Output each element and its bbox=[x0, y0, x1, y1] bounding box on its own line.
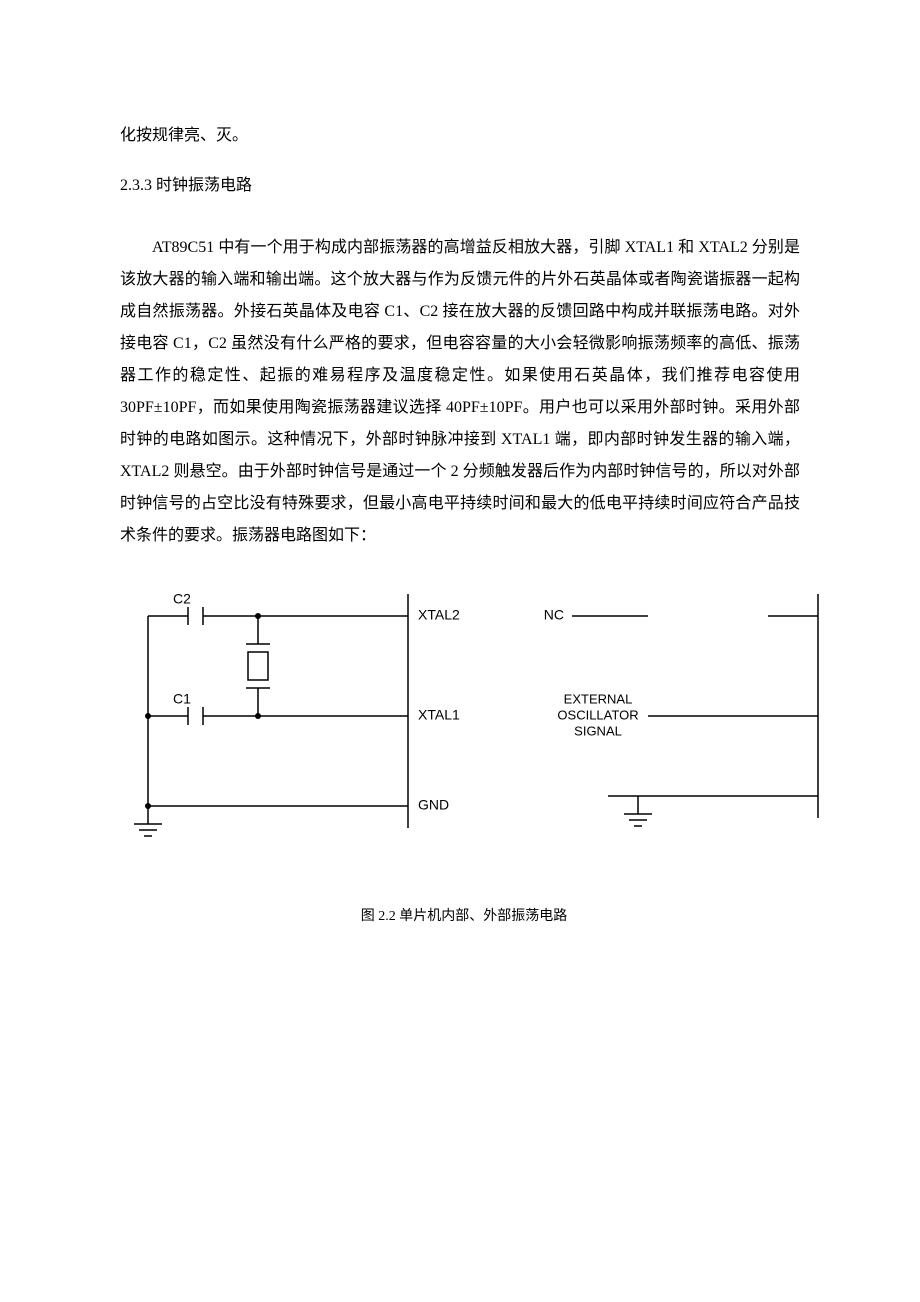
section-heading: 2.3.3 时钟振荡电路 bbox=[120, 170, 800, 202]
oscillator-circuit-diagram: C2XTAL2C1XTAL1GNDNCXTAL2EXTERNALOSCILLAT… bbox=[128, 576, 828, 886]
svg-text:XTAL2: XTAL2 bbox=[418, 607, 460, 623]
figure-caption: 图 2.2 单片机内部、外部振荡电路 bbox=[128, 905, 800, 925]
svg-text:EXTERNAL: EXTERNAL bbox=[564, 691, 633, 706]
svg-text:OSCILLATOR: OSCILLATOR bbox=[557, 707, 638, 722]
figure-container: C2XTAL2C1XTAL1GNDNCXTAL2EXTERNALOSCILLAT… bbox=[128, 576, 800, 925]
svg-text:XTAL1: XTAL1 bbox=[418, 707, 460, 723]
svg-text:C2: C2 bbox=[173, 591, 191, 607]
svg-text:C1: C1 bbox=[173, 691, 191, 707]
fragment-line: 化按规律亮、灭。 bbox=[120, 120, 800, 152]
body-paragraph: AT89C51 中有一个用于构成内部振荡器的高增益反相放大器，引脚 XTAL1 … bbox=[120, 232, 800, 552]
svg-text:NC: NC bbox=[544, 607, 564, 623]
svg-text:GND: GND bbox=[418, 797, 449, 813]
svg-text:SIGNAL: SIGNAL bbox=[574, 723, 622, 738]
